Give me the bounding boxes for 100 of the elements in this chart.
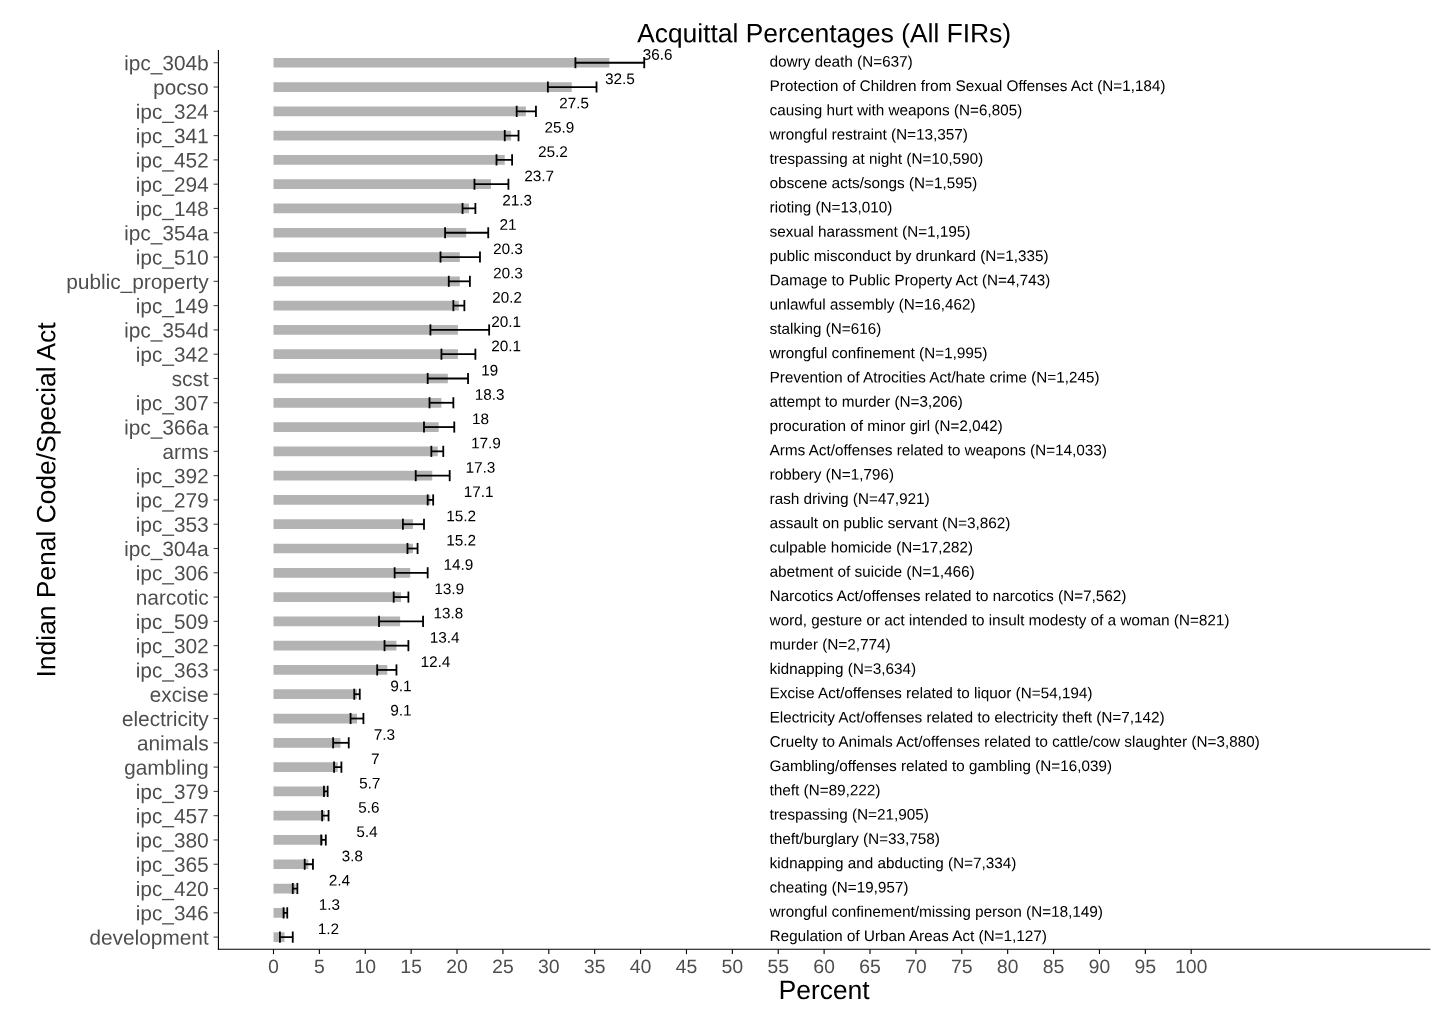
bar: [273, 567, 411, 578]
y-tick-label: ipc_452: [137, 152, 208, 172]
annotation: cheating (N=19,957): [770, 881, 908, 896]
bar: [273, 252, 460, 262]
x-tick-label: 20: [447, 959, 468, 974]
annotation: kidnapping and abducting (N=7,334): [770, 857, 1016, 872]
x-tick-label: 40: [630, 959, 651, 974]
y-tick-label: pocso: [154, 83, 208, 99]
bar: [273, 203, 469, 214]
y-tick-label: ipc_366a: [125, 419, 209, 439]
x-tick-label: 25: [493, 959, 513, 974]
x-tick-label: 80: [997, 959, 1018, 974]
y-tick-label: ipc_420: [137, 880, 208, 901]
data-label: 20.1: [492, 316, 521, 328]
y-tick-label: ipc_324: [137, 103, 209, 124]
x-tick-label: 15: [401, 959, 422, 974]
bar: [273, 130, 512, 141]
y-tick-label: ipc_380: [137, 832, 208, 852]
data-label: 18.3: [475, 389, 504, 400]
data-label: 25.2: [538, 146, 568, 158]
annotation: trespassing (N=21,905): [769, 808, 928, 823]
data-label: 9.1: [391, 680, 411, 692]
annotation: Cruelty to Animals Act/offenses related to cattle/cow slaughter (N=3,880): [770, 735, 1259, 750]
y-tick-label: ipc_304b: [125, 55, 208, 75]
bar: [273, 106, 526, 117]
annotation: public misconduct by drunkard (N=1,335): [770, 249, 1048, 265]
y-tick-label: ipc_149: [137, 298, 208, 318]
data-label: 17.9: [472, 437, 501, 449]
annotation: Narcotics Act/offenses related to narcotics (N=7,562): [770, 589, 1126, 605]
data-label: 18: [473, 413, 489, 425]
bar: [273, 810, 325, 821]
annotation: kidnapping (N=3,634): [770, 662, 916, 678]
bar: [273, 397, 442, 408]
data-label: 14.9: [444, 559, 473, 570]
data-label: 36.6: [643, 49, 672, 60]
x-tick-label: 10: [355, 959, 376, 974]
x-tick-label: 50: [722, 959, 743, 974]
y-tick-label: ipc_302: [137, 638, 208, 658]
data-label: 5.7: [359, 777, 380, 789]
x-tick-label: 95: [1135, 959, 1156, 974]
bar: [273, 276, 460, 287]
x-tick-label: 45: [676, 959, 697, 974]
y-tick-label: electricity: [122, 710, 209, 731]
data-label: 5.6: [358, 802, 379, 813]
annotation: Protection of Children from Sexual Offenses Act (N=1,184): [770, 79, 1165, 95]
x-tick-label: 35: [584, 959, 605, 974]
data-label: 7.3: [374, 729, 395, 740]
annotation: culpable homicide (N=17,282): [770, 541, 973, 556]
y-tick-label: ipc_294: [137, 176, 209, 197]
bar: [273, 300, 459, 311]
bar: [273, 82, 572, 92]
annotation: theft (N=89,222): [769, 784, 880, 799]
data-label: 32.5: [605, 73, 635, 85]
y-tick-label: ipc_307: [137, 395, 208, 415]
y-tick-label: ipc_363: [137, 662, 208, 682]
x-tick-label: 5: [314, 959, 324, 974]
data-label: 1.3: [319, 899, 340, 910]
annotation: Electricity Act/offenses related to electricity theft (N=7,142): [770, 711, 1164, 726]
data-label: 9.1: [391, 704, 411, 716]
x-tick-label: 65: [860, 959, 881, 974]
y-tick-label: ipc_342: [137, 346, 208, 367]
bar: [273, 689, 357, 700]
annotation: dowry death (N=637): [770, 55, 912, 70]
data-label: 1.2: [319, 923, 339, 935]
y-tick-label: ipc_346: [137, 905, 208, 925]
data-label: 20.3: [493, 267, 523, 279]
x-tick-label: 55: [768, 959, 789, 974]
annotation: wrongful confinement (N=1,995): [769, 347, 987, 362]
data-label: 20.3: [493, 243, 523, 255]
annotation: trespassing at night (N=10,590): [769, 152, 983, 168]
x-tick-label: 30: [538, 959, 559, 974]
data-label: 13.4: [430, 631, 460, 643]
y-tick-label: ipc_279: [137, 492, 208, 512]
annotation: unlawful assembly (N=16,462): [770, 298, 975, 313]
data-label: 13.9: [435, 583, 464, 595]
y-tick-label: ipc_509: [137, 613, 208, 634]
y-tick-label: ipc_510: [137, 249, 208, 269]
x-tick-label: 90: [1089, 959, 1110, 974]
annotation: theft/burglary (N=33,758): [769, 832, 939, 848]
y-tick-label: ipc_304a: [125, 540, 209, 561]
y-tick-label: ipc_148: [137, 200, 208, 221]
bar: [273, 519, 413, 530]
bar: [273, 665, 388, 675]
bar: [273, 422, 439, 432]
data-label: 17.3: [466, 461, 495, 473]
annotation: wrongful confinement/missing person (N=18,149): [769, 905, 1102, 920]
annotation: Gambling/offenses related to gambling (N=16,039): [770, 759, 1112, 775]
data-label: 19: [482, 364, 498, 376]
bar: [273, 446, 438, 457]
y-tick-label: development: [90, 929, 209, 949]
annotation: wrongful restraint (N=13,357): [769, 128, 967, 143]
y-axis-title: Indian Penal Code/Special Act: [36, 322, 61, 675]
bar: [273, 349, 458, 360]
annotation: procuration of minor girl (N=2,042): [770, 419, 1002, 435]
y-tick-label: gambling: [125, 759, 208, 779]
x-tick-label: 75: [951, 959, 972, 974]
annotation: sexual harassment (N=1,195): [770, 225, 970, 240]
bar: [273, 373, 448, 384]
data-label: 21.3: [503, 194, 532, 206]
data-label: 25.9: [545, 121, 574, 133]
